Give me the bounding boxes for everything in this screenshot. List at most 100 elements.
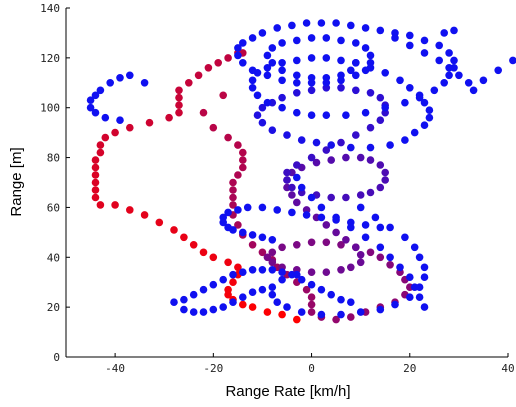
- data-point: [91, 163, 100, 172]
- data-point: [239, 268, 247, 277]
- data-point: [420, 121, 429, 129]
- data-point: [293, 56, 301, 65]
- data-point: [307, 300, 316, 309]
- data-point: [327, 156, 336, 164]
- data-point: [248, 303, 257, 311]
- data-point: [219, 303, 227, 311]
- data-point: [268, 266, 277, 274]
- data-point: [239, 293, 247, 302]
- data-point: [239, 59, 247, 67]
- data-point: [96, 148, 105, 157]
- data-point: [307, 86, 316, 95]
- data-point: [307, 293, 316, 302]
- data-point: [337, 71, 345, 80]
- data-point: [420, 273, 429, 282]
- data-point: [391, 34, 399, 42]
- data-point: [239, 148, 247, 157]
- data-point: [268, 283, 277, 292]
- data-point: [352, 59, 360, 67]
- data-point: [347, 298, 355, 307]
- data-point: [337, 241, 345, 249]
- data-point: [347, 21, 355, 30]
- data-point: [248, 241, 257, 249]
- data-point: [347, 218, 355, 227]
- data-point: [361, 44, 370, 52]
- data-point: [278, 310, 286, 319]
- data-point: [381, 176, 390, 184]
- data-point: [450, 56, 458, 65]
- data-point: [386, 253, 394, 262]
- data-point: [410, 243, 419, 252]
- data-point: [248, 288, 257, 297]
- data-point: [293, 161, 301, 169]
- data-point: [415, 293, 424, 302]
- y-tick-label: 20: [47, 301, 60, 314]
- data-point: [263, 51, 272, 60]
- data-point: [307, 308, 316, 316]
- data-point: [337, 84, 345, 92]
- data-point: [327, 290, 336, 299]
- data-point: [307, 74, 316, 82]
- data-point: [307, 153, 316, 162]
- data-point: [283, 176, 291, 184]
- x-tick-label: -40: [105, 362, 125, 375]
- data-point: [322, 268, 331, 277]
- data-point: [381, 103, 390, 112]
- data-point: [86, 96, 95, 104]
- data-point: [356, 258, 365, 267]
- data-point: [322, 54, 331, 62]
- data-point: [268, 126, 277, 134]
- x-tick-label: -20: [203, 362, 223, 375]
- data-point: [278, 275, 286, 284]
- data-point: [469, 86, 478, 95]
- data-point: [391, 300, 399, 309]
- data-point: [224, 285, 232, 294]
- data-point: [263, 71, 272, 80]
- data-point: [415, 253, 424, 262]
- data-point: [175, 108, 183, 117]
- data-point: [376, 93, 385, 102]
- data-point: [273, 24, 282, 32]
- data-point: [406, 31, 414, 40]
- data-point: [224, 208, 232, 217]
- data-point: [258, 266, 267, 274]
- data-point: [258, 29, 267, 37]
- data-point: [307, 238, 316, 247]
- data-point: [347, 66, 355, 75]
- data-point: [361, 233, 370, 242]
- data-point: [224, 133, 232, 142]
- data-point: [189, 290, 198, 299]
- data-point: [342, 193, 350, 202]
- data-point: [224, 258, 232, 267]
- data-point: [307, 280, 316, 289]
- data-point: [224, 223, 232, 232]
- data-point: [288, 191, 296, 199]
- data-point: [199, 248, 208, 257]
- data-point: [96, 201, 105, 209]
- data-point: [283, 131, 291, 139]
- data-point: [415, 283, 424, 292]
- data-point: [258, 285, 267, 294]
- data-point: [425, 113, 434, 122]
- data-point: [406, 273, 414, 282]
- data-point: [361, 221, 370, 229]
- data-point: [194, 71, 203, 80]
- data-point: [180, 305, 188, 314]
- data-point: [435, 41, 444, 50]
- data-point: [376, 161, 385, 169]
- data-point: [204, 64, 213, 72]
- data-point: [307, 34, 316, 42]
- x-tick-label: 40: [501, 362, 514, 375]
- data-point: [248, 84, 257, 92]
- data-point: [91, 178, 100, 187]
- data-point: [239, 39, 247, 47]
- data-point: [258, 203, 267, 212]
- data-point: [337, 266, 345, 274]
- data-point: [293, 36, 301, 45]
- data-point: [356, 308, 365, 316]
- data-point: [327, 141, 336, 149]
- data-point: [293, 79, 301, 87]
- data-point: [401, 98, 409, 107]
- data-point: [401, 233, 409, 242]
